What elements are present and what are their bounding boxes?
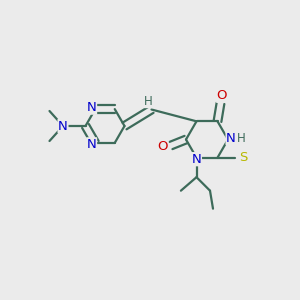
Text: S: S xyxy=(239,151,247,164)
Text: N: N xyxy=(87,101,97,114)
Text: N: N xyxy=(226,131,236,145)
Text: O: O xyxy=(217,89,227,102)
Text: N: N xyxy=(58,119,68,133)
Text: N: N xyxy=(192,153,201,166)
Text: N: N xyxy=(87,138,97,151)
Text: H: H xyxy=(144,94,153,108)
Text: O: O xyxy=(157,140,168,154)
Text: H: H xyxy=(237,131,246,145)
